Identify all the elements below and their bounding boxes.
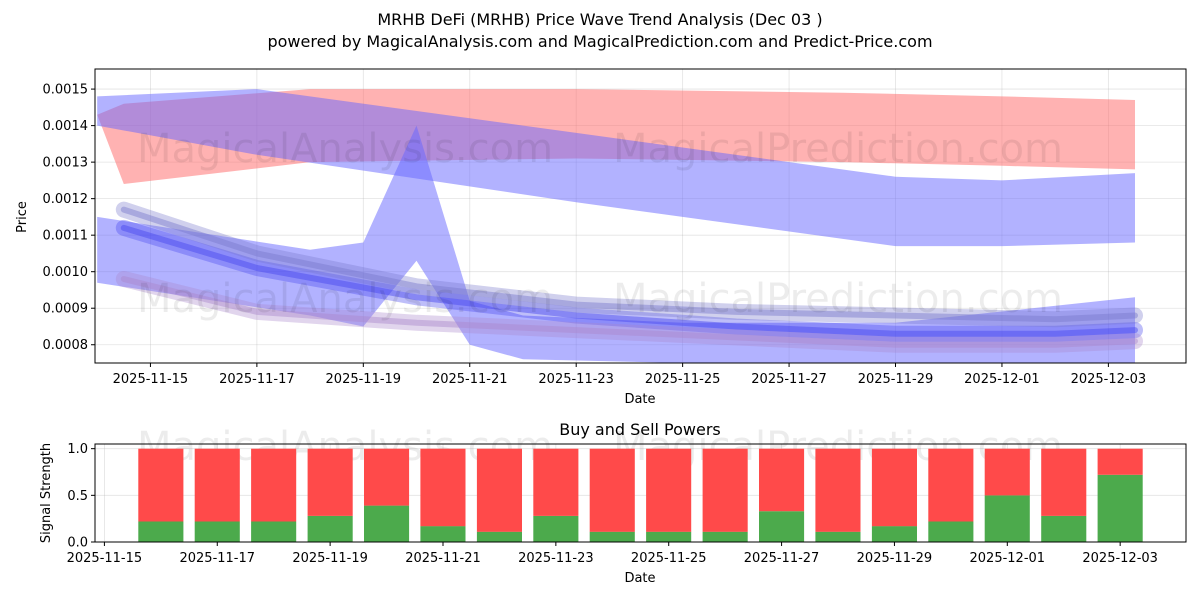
buy-bar [589,531,635,542]
sell-bar [138,448,184,522]
sell-bar [928,448,974,522]
price-wave-lines [115,201,1143,353]
price-x-label: Date [624,392,655,407]
x-tick-label: 2025-11-29 [858,372,934,387]
watermark-prediction: MagicalPrediction.com [613,276,1063,322]
x-tick-label: 2025-11-15 [113,372,189,387]
x-tick-label: 2025-11-23 [538,372,614,387]
sell-bar [589,448,635,532]
buy-bar [984,495,1030,542]
wave-band [97,125,1136,363]
x-tick-label: 2025-11-19 [326,372,402,387]
wave-line-core [120,206,1138,323]
chart-title: MRHB DeFi (MRHB) Price Wave Trend Analys… [377,10,822,29]
buy-bar [815,531,861,542]
price-y-label: Price [15,201,30,233]
x-tick-label: 2025-11-21 [405,551,481,566]
chart-subtitle: powered by MagicalAnalysis.com and Magic… [267,32,932,51]
buy-bar [251,521,297,542]
wave-line [115,219,1143,342]
price-x-ticks: 2025-11-15 2025-11-17 2025-11-19 2025-11-21… [113,363,1147,387]
buy-bar [138,521,184,542]
price-y-ticks: 0.0008 0.0009 0.0010 0.0011 0.0012 0.0013 0.00… [43,83,95,353]
buy-bar [871,526,917,542]
sell-bar [533,448,579,516]
price-wave-bands [97,89,1136,363]
signal-x-label: Date [624,571,655,586]
y-tick-label: 0.0015 [43,83,89,98]
x-tick-label: 2025-12-03 [1082,551,1158,566]
wave-line [115,271,1143,353]
x-tick-label: 2025-11-27 [751,372,827,387]
buy-bar [702,531,748,542]
x-tick-label: 2025-11-21 [432,372,508,387]
sell-bar [815,448,861,532]
buy-sell-power-chart: Buy and Sell Powers MagicalAnalysis.com … [39,420,1187,586]
buy-bar [476,531,522,542]
buy-bar [928,521,974,542]
buy-bar [364,505,410,542]
x-tick-label: 2025-11-17 [219,372,295,387]
sell-bar [307,448,353,516]
y-tick-label: 0.0008 [43,338,89,353]
y-tick-label: 0.0010 [43,265,89,280]
sell-bar [251,448,297,522]
sell-bar [984,448,1030,496]
sell-bar [759,448,805,512]
signal-bars [138,448,1143,542]
y-tick-label: 0.0012 [43,192,89,207]
x-tick-label: 2025-12-01 [970,551,1046,566]
signal-y-ticks: 0.0 0.5 1.0 [67,442,95,551]
sell-bar [364,448,410,506]
x-tick-label: 2025-12-01 [964,372,1040,387]
buy-sell-title: Buy and Sell Powers [559,420,721,439]
y-tick-label: 0.5 [67,489,88,504]
y-tick-label: 0.0013 [43,156,89,171]
y-tick-label: 0.0009 [43,302,89,317]
x-tick-label: 2025-11-15 [67,551,143,566]
sell-bar [871,448,917,527]
sell-bar [194,448,240,522]
y-tick-label: 0.0014 [43,119,89,134]
x-tick-label: 2025-11-25 [631,551,707,566]
signal-x-ticks: 2025-11-15 2025-11-17 2025-11-19 2025-11-21… [67,542,1158,566]
x-tick-label: 2025-11-29 [857,551,933,566]
buy-bar [1041,515,1087,542]
x-tick-label: 2025-12-03 [1071,372,1147,387]
y-tick-label: 0.0011 [43,229,89,244]
x-tick-label: 2025-11-19 [292,551,368,566]
signal-y-label: Signal Strength [39,443,54,543]
sell-bar [1097,448,1143,475]
y-tick-label: 1.0 [67,442,88,457]
signal-axes-frame [94,443,1187,543]
sell-bar [702,448,748,532]
watermark-analysis: MagicalAnalysis.com [137,126,553,172]
wave-line-core [120,276,1138,348]
x-tick-label: 2025-11-25 [645,372,721,387]
buy-bar [1097,474,1143,542]
wave-band [97,89,1136,247]
wave-line [115,201,1143,328]
buy-bar [646,531,692,542]
sell-bar [646,448,692,532]
price-wave-chart: MagicalAnalysis.com MagicalPrediction.co… [15,68,1187,407]
buy-bar [759,511,805,542]
x-tick-label: 2025-11-27 [744,551,820,566]
x-tick-label: 2025-11-17 [179,551,255,566]
sell-bar [1041,448,1087,516]
price-axes-frame [94,68,1187,364]
sell-bar [476,448,522,532]
wave-line-core [120,224,1138,337]
buy-bar [533,515,579,542]
watermark-analysis: MagicalAnalysis.com [137,276,553,322]
y-tick-label: 0.0 [67,536,88,551]
watermark-prediction: MagicalPrediction.com [613,126,1063,172]
buy-bar [194,521,240,542]
sell-bar [420,448,466,527]
buy-bar [307,515,353,542]
buy-bar [420,526,466,542]
x-tick-label: 2025-11-23 [518,551,594,566]
